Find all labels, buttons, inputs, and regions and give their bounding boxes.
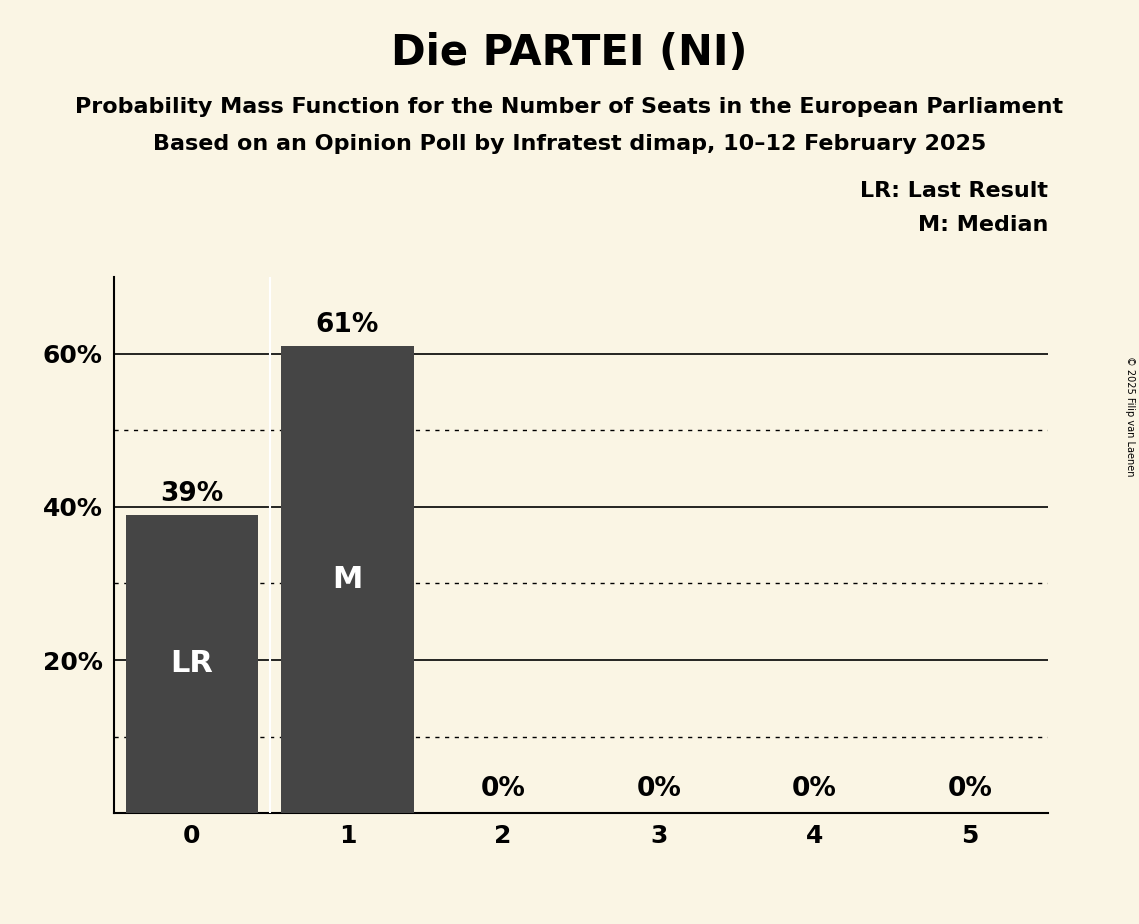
Text: Probability Mass Function for the Number of Seats in the European Parliament: Probability Mass Function for the Number…: [75, 97, 1064, 117]
Text: 0%: 0%: [792, 776, 837, 802]
Text: 0%: 0%: [948, 776, 992, 802]
Text: 39%: 39%: [161, 480, 223, 507]
Text: LR: LR: [171, 650, 213, 678]
Text: 0%: 0%: [637, 776, 681, 802]
Text: © 2025 Filip van Laenen: © 2025 Filip van Laenen: [1125, 356, 1134, 476]
Text: Die PARTEI (NI): Die PARTEI (NI): [392, 32, 747, 74]
Text: LR: Last Result: LR: Last Result: [860, 181, 1048, 201]
Text: 61%: 61%: [316, 312, 379, 338]
Bar: [125, 515, 257, 813]
Text: Based on an Opinion Poll by Infratest dimap, 10–12 February 2025: Based on an Opinion Poll by Infratest di…: [153, 134, 986, 154]
Text: M: Median: M: Median: [918, 214, 1048, 235]
Text: 0%: 0%: [481, 776, 525, 802]
Text: M: M: [333, 565, 362, 594]
Bar: [281, 346, 413, 813]
